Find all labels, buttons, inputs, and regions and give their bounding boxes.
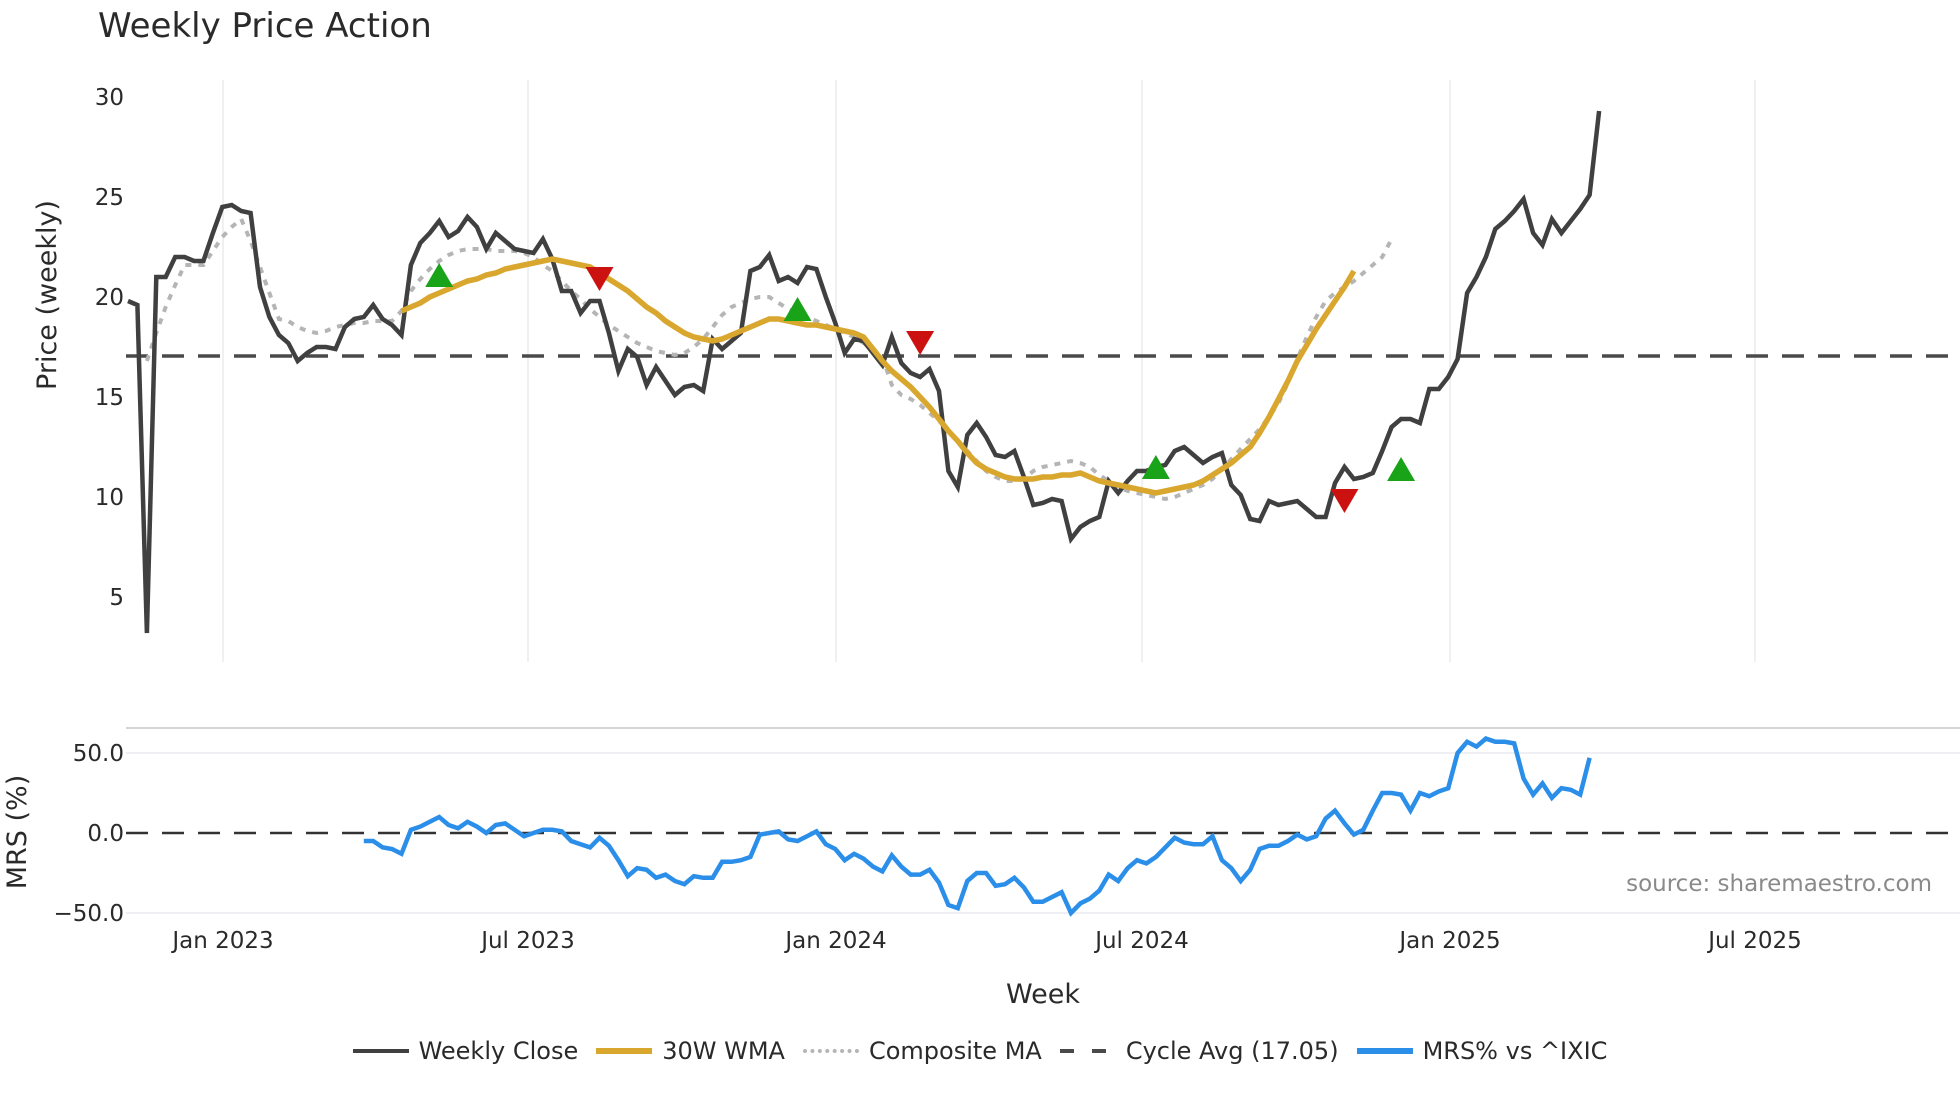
svg-text:25: 25 [95,185,124,211]
legend-label: Cycle Avg (17.05) [1125,1037,1339,1065]
legend-swatch-icon [596,1048,653,1054]
svg-text:Jul 2024: Jul 2024 [1093,928,1189,954]
legend-item-mrs[interactable]: MRS% vs ^IXIC [1356,1037,1608,1065]
svg-text:15: 15 [95,385,124,411]
price-y-axis-label: Price (weekly) [32,200,63,390]
legend: Weekly Close 30W WMA Composite MA Cycle Avg… [0,1037,1960,1065]
buy-signal-marker [1387,457,1416,481]
svg-text:Jul 2023: Jul 2023 [479,928,575,954]
mrs-plot-area [126,736,1960,917]
legend-item-composite-ma[interactable]: Composite MA [802,1037,1042,1065]
svg-text:20: 20 [95,285,124,311]
svg-text:50.0: 50.0 [73,741,124,767]
svg-text:Jan 2023: Jan 2023 [170,928,273,954]
composite-ma-line [145,215,1394,502]
price-plot-area [126,110,1960,634]
legend-label: MRS% vs ^IXIC [1422,1037,1608,1065]
wma30-line [400,256,1357,496]
svg-text:Jul 2025: Jul 2025 [1706,928,1802,954]
buy-signal-marker [1141,455,1170,479]
legend-item-weekly-close[interactable]: Weekly Close [352,1037,579,1065]
sell-signal-marker [585,267,614,291]
buy-signal-marker [425,263,454,287]
x-axis-label: Week [1006,979,1080,1010]
legend-item-cycle-avg[interactable]: Cycle Avg (17.05) [1059,1037,1339,1065]
chart-title: Weekly Price Action [98,6,432,46]
svg-text:10: 10 [95,485,124,511]
source-watermark: source: sharemaestro.com [1626,871,1932,897]
svg-text:−50.0: −50.0 [54,901,124,927]
svg-text:30: 30 [95,85,124,111]
price-y-ticks: 5 10 15 20 25 30 [95,85,124,611]
mrs-line [363,736,1592,917]
legend-label: Composite MA [868,1037,1042,1065]
weekly-close-line [127,110,1602,634]
sell-signal-marker [906,331,935,355]
legend-label: Weekly Close [418,1037,579,1065]
mrs-y-axis-label: MRS (%) [2,775,33,890]
legend-swatch-icon [1059,1049,1116,1053]
buy-signal-marker [783,297,812,321]
legend-swatch-icon [802,1049,859,1053]
legend-label: 30W WMA [662,1037,785,1065]
mrs-y-ticks: −50.0 0.0 50.0 [54,741,124,927]
sell-signal-marker [1330,489,1359,513]
mrs-gridlines [126,752,1960,914]
legend-swatch-icon [1356,1048,1413,1054]
svg-text:Jan 2024: Jan 2024 [783,928,886,954]
price-gridlines [222,80,1756,662]
svg-text:5: 5 [109,585,124,611]
legend-item-wma30[interactable]: 30W WMA [596,1037,785,1065]
legend-swatch-icon [352,1049,409,1053]
svg-text:0.0: 0.0 [87,821,124,847]
svg-text:Jan 2025: Jan 2025 [1397,928,1500,954]
x-axis-ticks: Jan 2023 Jul 2023 Jan 2024 Jul 2024 Jan 2025… [170,928,1801,954]
